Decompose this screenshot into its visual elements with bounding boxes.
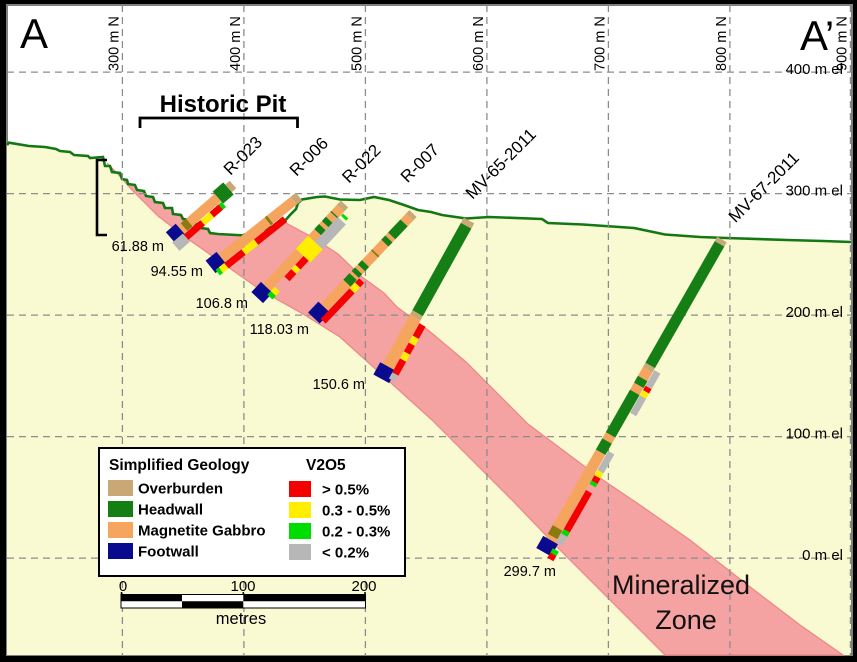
svg-text:700 m N: 700 m N [592, 16, 608, 71]
svg-text:metres: metres [216, 610, 266, 628]
svg-text:Zone: Zone [655, 605, 717, 635]
svg-text:Headwall: Headwall [138, 502, 203, 519]
svg-text:Magnetite Gabbro: Magnetite Gabbro [138, 523, 266, 540]
svg-text:V2O5: V2O5 [306, 457, 346, 474]
svg-text:Historic Pit: Historic Pit [160, 91, 287, 118]
svg-text:94.55 m: 94.55 m [151, 264, 203, 280]
svg-text:200: 200 [351, 578, 376, 595]
svg-text:400 m el: 400 m el [785, 61, 843, 78]
svg-text:800 m N: 800 m N [714, 16, 730, 71]
svg-text:0.3 - 0.5%: 0.3 - 0.5% [322, 503, 390, 520]
svg-text:0.2 - 0.3%: 0.2 - 0.3% [322, 524, 390, 541]
svg-text:500 m N: 500 m N [349, 16, 365, 71]
svg-text:200 m el: 200 m el [785, 304, 843, 321]
svg-text:900 m N: 900 m N [834, 16, 850, 71]
svg-text:106.8 m: 106.8 m [196, 296, 248, 312]
svg-text:600 m N: 600 m N [471, 16, 487, 71]
svg-text:150.6 m: 150.6 m [313, 377, 365, 393]
svg-text:118.03 m: 118.03 m [250, 322, 309, 338]
svg-text:400 m N: 400 m N [228, 16, 244, 71]
svg-text:Simplified Geology: Simplified Geology [109, 457, 250, 474]
svg-text:299.7 m: 299.7 m [504, 564, 556, 580]
svg-text:300 m N: 300 m N [106, 16, 122, 71]
svg-text:A: A [20, 10, 48, 57]
svg-text:< 0.2%: < 0.2% [322, 545, 369, 562]
svg-text:Mineralized: Mineralized [612, 570, 750, 600]
svg-text:100 m el: 100 m el [785, 426, 843, 443]
svg-text:0 m el: 0 m el [802, 547, 843, 564]
svg-text:0: 0 [119, 578, 127, 595]
svg-text:> 0.5%: > 0.5% [322, 482, 369, 499]
svg-text:100: 100 [230, 578, 255, 595]
svg-text:Footwall: Footwall [138, 544, 199, 561]
svg-text:61.88 m: 61.88 m [112, 239, 164, 255]
svg-text:Overburden: Overburden [138, 481, 223, 498]
svg-text:300 m el: 300 m el [785, 183, 843, 200]
svg-text:A’: A’ [800, 12, 834, 59]
